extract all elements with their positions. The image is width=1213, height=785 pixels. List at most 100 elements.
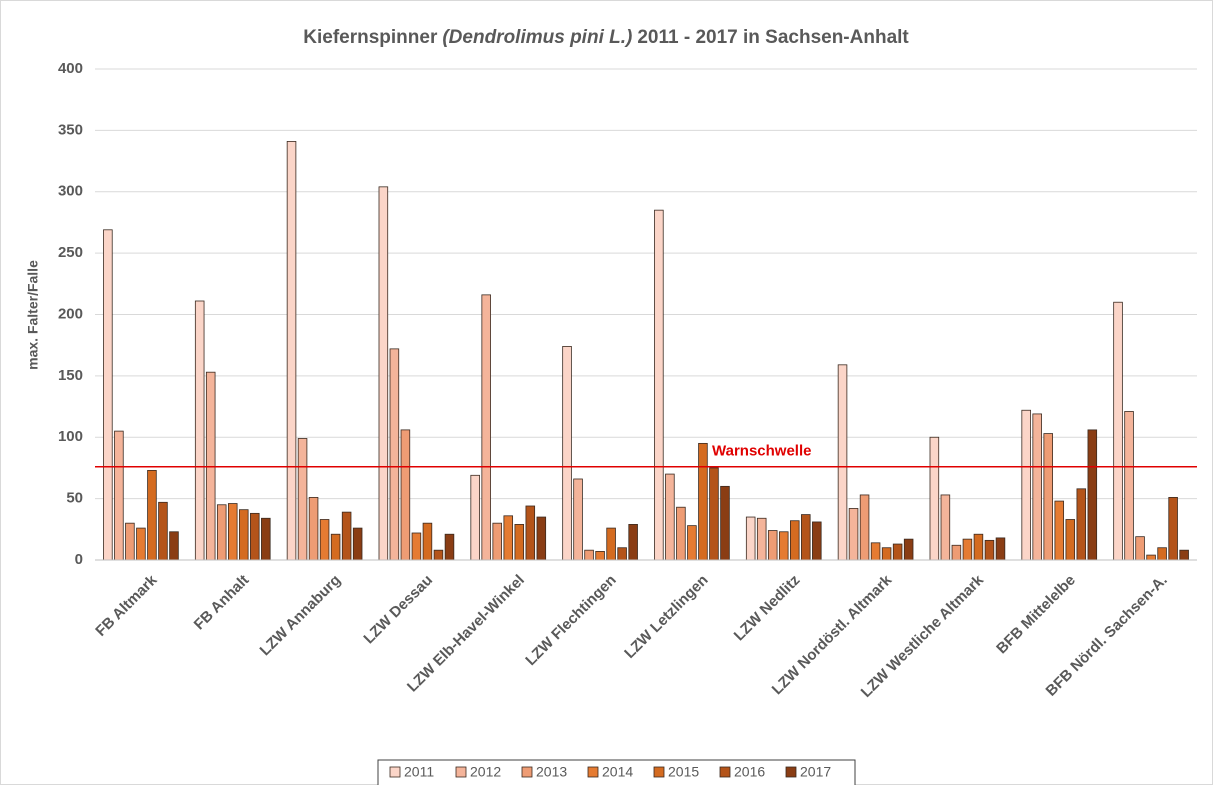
bar bbox=[676, 506, 686, 561]
bar bbox=[250, 512, 260, 561]
bar bbox=[261, 517, 271, 561]
legend-swatch bbox=[719, 766, 731, 778]
threshold-label: Warnschwelle bbox=[712, 443, 811, 460]
bar bbox=[227, 503, 238, 561]
y-tick-label: 350 bbox=[58, 121, 83, 138]
bar bbox=[892, 543, 903, 561]
bar bbox=[1135, 536, 1145, 561]
bar bbox=[973, 533, 984, 561]
bar bbox=[1087, 429, 1098, 561]
legend-swatch bbox=[653, 766, 665, 778]
bar bbox=[114, 430, 124, 561]
bar bbox=[422, 522, 433, 561]
bar bbox=[481, 294, 491, 561]
bar bbox=[1168, 496, 1178, 561]
bar bbox=[297, 438, 308, 561]
bar bbox=[1157, 547, 1167, 561]
bar bbox=[1113, 301, 1123, 561]
bar bbox=[503, 515, 514, 561]
bar bbox=[951, 544, 962, 561]
bar bbox=[1065, 519, 1076, 561]
bar bbox=[962, 538, 973, 561]
legend-label: 2013 bbox=[536, 764, 567, 780]
bar bbox=[341, 511, 352, 561]
legend-label: 2012 bbox=[470, 764, 501, 780]
bar bbox=[995, 537, 1006, 561]
y-tick-label: 300 bbox=[58, 183, 83, 200]
legend-label: 2016 bbox=[734, 764, 765, 780]
bar bbox=[778, 531, 789, 561]
bar bbox=[352, 527, 363, 561]
bar bbox=[400, 429, 411, 561]
bar bbox=[136, 527, 146, 561]
bar bbox=[514, 524, 525, 561]
bar bbox=[216, 504, 227, 561]
y-tick-label: 50 bbox=[66, 490, 83, 507]
bar bbox=[411, 532, 422, 561]
legend-swatch bbox=[521, 766, 533, 778]
title-italic: (Dendrolimus pini L.) bbox=[442, 27, 632, 48]
legend-swatch bbox=[587, 766, 599, 778]
bar bbox=[389, 348, 400, 561]
y-axis-label: max. Falter/Falle bbox=[25, 260, 41, 370]
bar bbox=[1054, 500, 1065, 561]
bar bbox=[698, 442, 708, 561]
bar bbox=[940, 494, 951, 561]
bar bbox=[720, 485, 730, 561]
bar bbox=[654, 209, 664, 561]
bar bbox=[745, 516, 756, 561]
bar bbox=[1032, 413, 1042, 561]
bar bbox=[859, 494, 870, 561]
bar bbox=[470, 474, 480, 561]
bar bbox=[1146, 554, 1156, 561]
y-tick-label: 200 bbox=[58, 305, 83, 322]
title-prefix: Kiefernspinner bbox=[303, 27, 438, 48]
legend-label: 2017 bbox=[800, 764, 831, 780]
bar bbox=[573, 478, 583, 561]
bar bbox=[330, 533, 341, 561]
bar bbox=[1076, 488, 1087, 561]
chart-title: Kiefernspinner (Dendrolimus pini L.) 2011 … bbox=[303, 27, 909, 48]
bar bbox=[286, 141, 297, 561]
bar bbox=[319, 519, 330, 561]
bar bbox=[881, 547, 892, 561]
y-tick-label: 400 bbox=[58, 60, 83, 77]
y-tick-label: 250 bbox=[58, 244, 83, 261]
bar bbox=[536, 516, 547, 561]
bar bbox=[687, 525, 697, 561]
y-tick-label: 100 bbox=[58, 428, 83, 445]
bar bbox=[433, 549, 444, 561]
bar bbox=[1124, 411, 1134, 561]
bar bbox=[801, 514, 811, 561]
bar bbox=[147, 469, 157, 561]
bar bbox=[767, 530, 778, 561]
y-tick-label: 150 bbox=[58, 367, 83, 384]
bar bbox=[169, 531, 179, 561]
legend-swatch bbox=[785, 766, 797, 778]
legend-label: 2011 bbox=[404, 764, 434, 780]
y-tick-label: 0 bbox=[75, 551, 83, 568]
legend-swatch bbox=[455, 766, 467, 778]
bar bbox=[194, 300, 205, 561]
bar bbox=[617, 547, 627, 561]
bar bbox=[1021, 409, 1031, 561]
bar bbox=[870, 542, 881, 561]
bar bbox=[903, 538, 914, 561]
bar bbox=[1043, 433, 1053, 561]
bar bbox=[444, 533, 455, 561]
bar bbox=[606, 527, 616, 561]
bar bbox=[848, 508, 859, 561]
bar bbox=[595, 551, 605, 561]
bar bbox=[584, 549, 594, 561]
bar bbox=[790, 520, 800, 561]
bar bbox=[812, 521, 822, 561]
bar bbox=[837, 364, 848, 561]
bar bbox=[103, 229, 113, 561]
bar bbox=[562, 346, 572, 561]
legend-swatch bbox=[389, 766, 401, 778]
bar bbox=[929, 436, 940, 561]
bar bbox=[709, 467, 719, 561]
bar bbox=[665, 473, 675, 561]
